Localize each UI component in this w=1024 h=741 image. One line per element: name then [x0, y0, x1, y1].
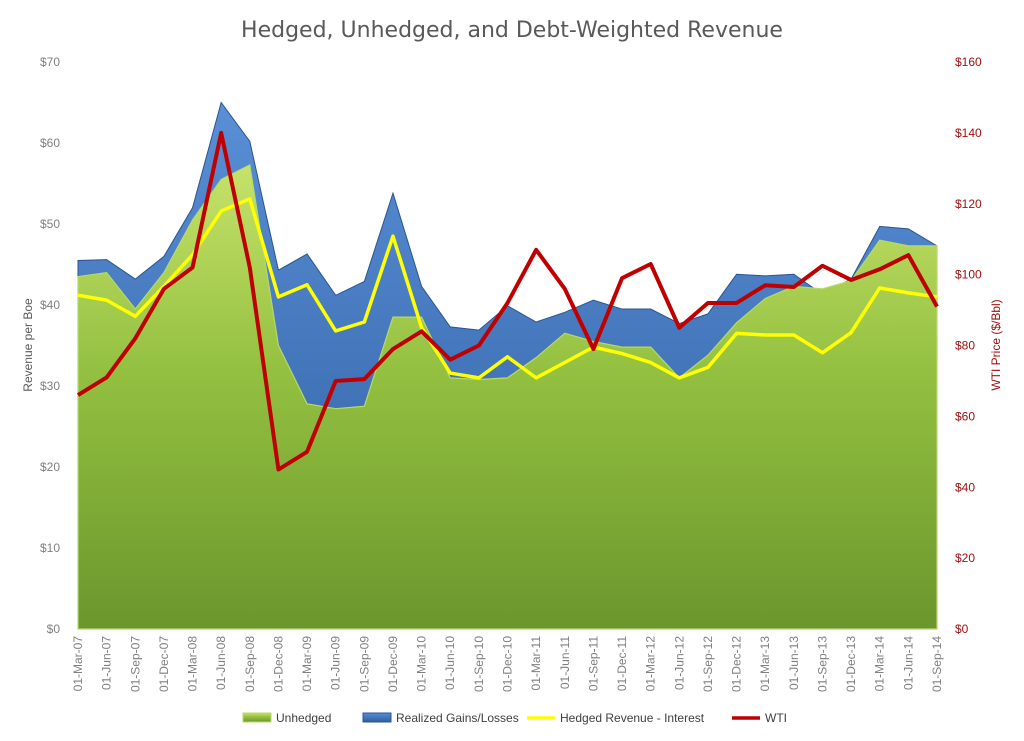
legend-wti-label: WTI	[765, 711, 787, 725]
x-tick-label: 01-Mar-14	[873, 636, 887, 692]
plot-areas	[77, 101, 938, 630]
x-tick-label: 01-Dec-10	[501, 636, 515, 692]
y-tick-label: $50	[40, 217, 60, 231]
x-tick-label: 01-Mar-08	[186, 636, 200, 692]
y2-axis-ticks: $0 $20 $40 $60 $80 $100 $120 $140 $160	[955, 55, 982, 636]
y-tick-label: $20	[40, 460, 60, 474]
x-tick-label: 01-Mar-12	[644, 636, 658, 692]
y-axis-label: Revenue per Boe	[21, 298, 35, 392]
y2-tick-label: $120	[955, 197, 982, 211]
x-tick-label: 01-Mar-09	[300, 636, 314, 692]
x-tick-label: 01-Dec-08	[271, 636, 285, 692]
x-tick-label: 01-Dec-12	[730, 636, 744, 692]
legend-hedged-label: Hedged Revenue - Interest	[560, 711, 705, 725]
y2-tick-label: $40	[955, 480, 975, 494]
x-tick-label: 01-Sep-12	[701, 636, 715, 692]
legend-wti-item: WTI	[732, 711, 787, 725]
hedged-revenue-interest-line	[77, 197, 938, 380]
x-tick-label: 01-Mar-07	[71, 636, 85, 692]
x-tick-label: 01-Sep-07	[128, 636, 142, 692]
x-tick-label: 01-Sep-09	[357, 636, 371, 692]
plot-lines	[76, 130, 939, 472]
y2-tick-label: $80	[955, 339, 975, 353]
legend-realized-item: Realized Gains/Losses	[362, 711, 519, 725]
y-tick-label: $70	[40, 55, 60, 69]
legend-unhedged-swatch	[242, 712, 272, 723]
legend-realized-swatch	[362, 712, 392, 723]
x-tick-label: 01-Dec-13	[844, 636, 858, 692]
y2-axis-label: WTI Price ($/Bbl)	[989, 299, 1003, 390]
y2-tick-label: $20	[955, 551, 975, 565]
x-tick-label: 01-Jun-13	[787, 636, 801, 690]
y-axis-ticks: $0 $10 $20 $30 $40 $50 $60 $70	[40, 55, 60, 636]
chart-title: Hedged, Unhedged, and Debt-Weighted Reve…	[241, 18, 783, 43]
x-tick-label: 01-Jun-07	[100, 636, 114, 690]
x-tick-label: 01-Sep-08	[243, 636, 257, 692]
x-tick-label: 01-Dec-07	[157, 636, 171, 692]
y2-tick-label: $0	[955, 622, 969, 636]
y2-tick-label: $60	[955, 409, 975, 423]
x-tick-label: 01-Jun-09	[329, 636, 343, 690]
x-tick-label: 01-Dec-09	[386, 636, 400, 692]
x-tick-label: 01-Sep-13	[815, 636, 829, 692]
y2-tick-label: $160	[955, 55, 982, 69]
y-tick-label: $0	[47, 622, 61, 636]
y-tick-label: $40	[40, 298, 60, 312]
legend-unhedged-label: Unhedged	[276, 711, 331, 725]
legend-realized-label: Realized Gains/Losses	[396, 711, 519, 725]
legend-unhedged-item: Unhedged	[242, 711, 331, 725]
x-tick-label: 01-Jun-08	[214, 636, 228, 690]
wti-line	[76, 130, 939, 472]
x-tick-label: 01-Jun-11	[558, 636, 572, 689]
y-tick-label: $60	[40, 136, 60, 150]
x-tick-label: 01-Jun-10	[443, 636, 457, 690]
x-tick-label: 01-Dec-11	[615, 636, 629, 691]
y2-tick-label: $100	[955, 268, 982, 282]
x-axis-ticks: 01-Mar-07 01-Jun-07 01-Sep-07 01-Dec-07 01-M…	[71, 636, 944, 692]
x-tick-label: 01-Mar-13	[758, 636, 772, 692]
x-tick-label: 01-Sep-14	[930, 636, 944, 692]
x-tick-label: 01-Sep-11	[586, 636, 600, 691]
y-tick-label: $10	[40, 541, 60, 555]
x-tick-label: 01-Sep-10	[472, 636, 486, 692]
x-tick-label: 01-Jun-12	[672, 636, 686, 690]
x-tick-label: 01-Mar-10	[415, 636, 429, 692]
y-tick-label: $30	[40, 379, 60, 393]
legend: Unhedged Realized Gains/Losses Hedged Reve…	[242, 711, 787, 725]
legend-hedged-item: Hedged Revenue - Interest	[527, 711, 705, 725]
y2-tick-label: $140	[955, 126, 982, 140]
x-tick-label: 01-Mar-11	[529, 636, 543, 691]
x-tick-label: 01-Jun-14	[901, 636, 915, 690]
